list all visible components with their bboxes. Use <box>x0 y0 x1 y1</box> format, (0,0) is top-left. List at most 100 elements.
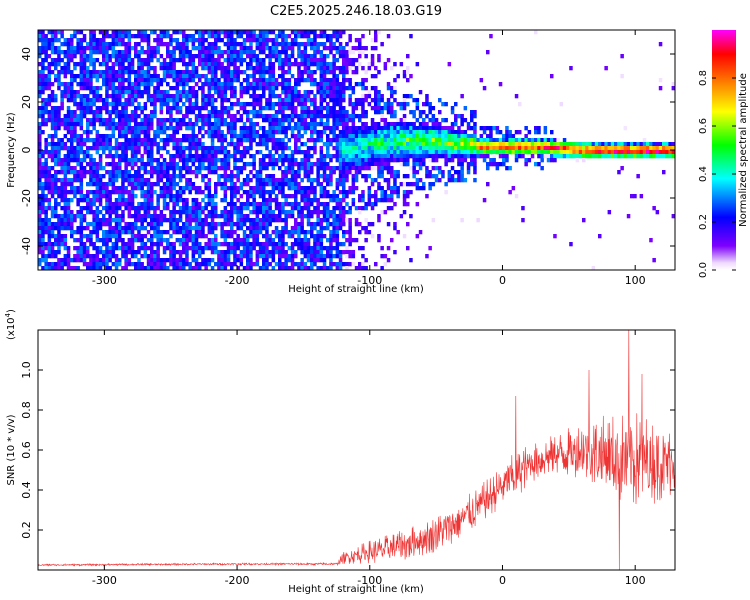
spectrogram-cell <box>367 198 372 203</box>
spectrogram-cell <box>226 210 231 215</box>
spectrogram-cell <box>114 146 119 151</box>
spectrogram-cell <box>230 190 234 195</box>
spectrogram-cell <box>374 190 378 195</box>
spectrogram-cell <box>226 30 231 35</box>
spectrogram-cell <box>159 210 164 215</box>
spectrogram-cell <box>210 162 215 167</box>
spectrogram-cell <box>108 218 112 223</box>
spectrogram-cell <box>236 134 240 139</box>
spectrogram-cell <box>63 38 68 43</box>
spectrogram-cell <box>348 114 352 119</box>
spectrogram-cell <box>150 174 154 179</box>
spectrogram-cell <box>310 42 314 47</box>
spectrogram-cell <box>255 58 260 63</box>
spectrogram-cell <box>111 102 116 107</box>
spectrogram-cell <box>89 118 93 123</box>
spectrogram-cell <box>377 94 381 99</box>
spectrogram-cell <box>412 146 416 151</box>
spectrogram-cell <box>338 42 343 47</box>
spectrogram-cell <box>220 134 224 139</box>
spectrogram-cell <box>76 250 80 255</box>
spectrogram-cell <box>41 70 45 75</box>
spectrogram-cell <box>121 106 125 111</box>
spectrogram-cell <box>60 162 64 167</box>
spectrogram-cell <box>396 126 400 131</box>
spectrogram-cell <box>406 162 410 167</box>
spectrogram-cell <box>294 222 298 227</box>
spectrogram-cell <box>98 138 103 143</box>
spectrogram-cell <box>134 142 138 147</box>
spectrogram-cell <box>63 242 68 247</box>
spectrogram-cell <box>239 58 244 63</box>
spectrogram-cell <box>76 102 80 107</box>
spectrogram-cell <box>402 162 407 167</box>
spectrogram-cell <box>159 266 164 270</box>
spectrogram-cell <box>76 254 80 259</box>
spectrogram-cell <box>54 146 58 151</box>
spectrogram-cell <box>185 202 189 207</box>
spectrogram-cell <box>47 46 52 51</box>
spectrogram-cell <box>358 170 362 175</box>
spectrogram-cell <box>271 254 276 259</box>
spectrogram-cell <box>175 82 180 87</box>
spectrogram-cell <box>380 190 384 195</box>
spectrogram-cell <box>262 142 266 147</box>
spectrogram-cell <box>89 238 93 243</box>
spectrogram-cell <box>262 90 266 95</box>
spectrogram-cell <box>182 186 186 191</box>
spectrogram-cell <box>66 82 71 87</box>
spectrogram-cell <box>258 170 263 175</box>
spectrogram-cell <box>150 226 154 231</box>
spectrogram-cell <box>326 194 330 199</box>
spectrogram-cell <box>79 222 84 227</box>
spectrogram-cell <box>172 178 176 183</box>
spectrogram-cell <box>182 150 186 155</box>
spectrogram-cell <box>207 154 212 159</box>
spectrogram-cell <box>95 254 100 259</box>
spectrogram-cell <box>335 98 340 103</box>
spectrogram-cell <box>201 218 205 223</box>
spectrogram-cell <box>124 178 128 183</box>
spectrogram-cell <box>57 74 61 79</box>
spectrogram-cell <box>233 94 237 99</box>
spectrogram-cell <box>236 226 240 231</box>
spectrogram-cell <box>50 38 55 43</box>
spectrogram-cell <box>290 250 295 255</box>
spectrogram-cell <box>76 146 80 151</box>
spectrogram-cell <box>326 246 330 251</box>
spectrogram-cell <box>380 130 384 135</box>
spectrogram-cell <box>358 102 362 107</box>
spectrogram-cell <box>303 162 308 167</box>
spectrogram-cell <box>354 186 359 191</box>
spectrogram-cell <box>233 38 237 43</box>
spectrogram-cell <box>287 58 292 63</box>
spectrogram-cell <box>329 86 333 91</box>
spectrogram-cell <box>370 182 375 187</box>
spectrogram-cell <box>198 54 202 59</box>
spectrogram-cell <box>306 178 311 183</box>
spectrogram-cell <box>169 262 173 267</box>
spectrogram-cell <box>114 202 119 207</box>
spectrogram-cell <box>364 266 368 270</box>
spectrogram-cell <box>70 166 74 171</box>
spectrogram-cell <box>41 210 45 215</box>
spectrogram-cell <box>114 102 119 107</box>
spectrogram-cell <box>124 98 128 103</box>
spectrogram-cell <box>303 30 308 35</box>
spectrogram-cell <box>220 66 224 71</box>
spectrogram-cell <box>402 150 407 155</box>
spectrogram-cell <box>370 54 375 59</box>
spectrogram-cell <box>127 94 132 99</box>
spectrogram-cell <box>246 262 250 267</box>
spectrogram-cell <box>246 194 250 199</box>
spectrogram-cell <box>300 30 304 35</box>
spectrogram-cell <box>66 262 71 267</box>
spectrogram-cell <box>105 182 109 187</box>
spectrogram-cell <box>182 114 186 119</box>
spectrogram-cell <box>121 214 125 219</box>
spectrogram-cell <box>258 30 263 35</box>
spectrogram-cell <box>230 246 234 251</box>
spectrogram-cell <box>233 206 237 211</box>
spectrogram-cell <box>326 154 330 159</box>
spectrogram-cell <box>182 226 186 231</box>
